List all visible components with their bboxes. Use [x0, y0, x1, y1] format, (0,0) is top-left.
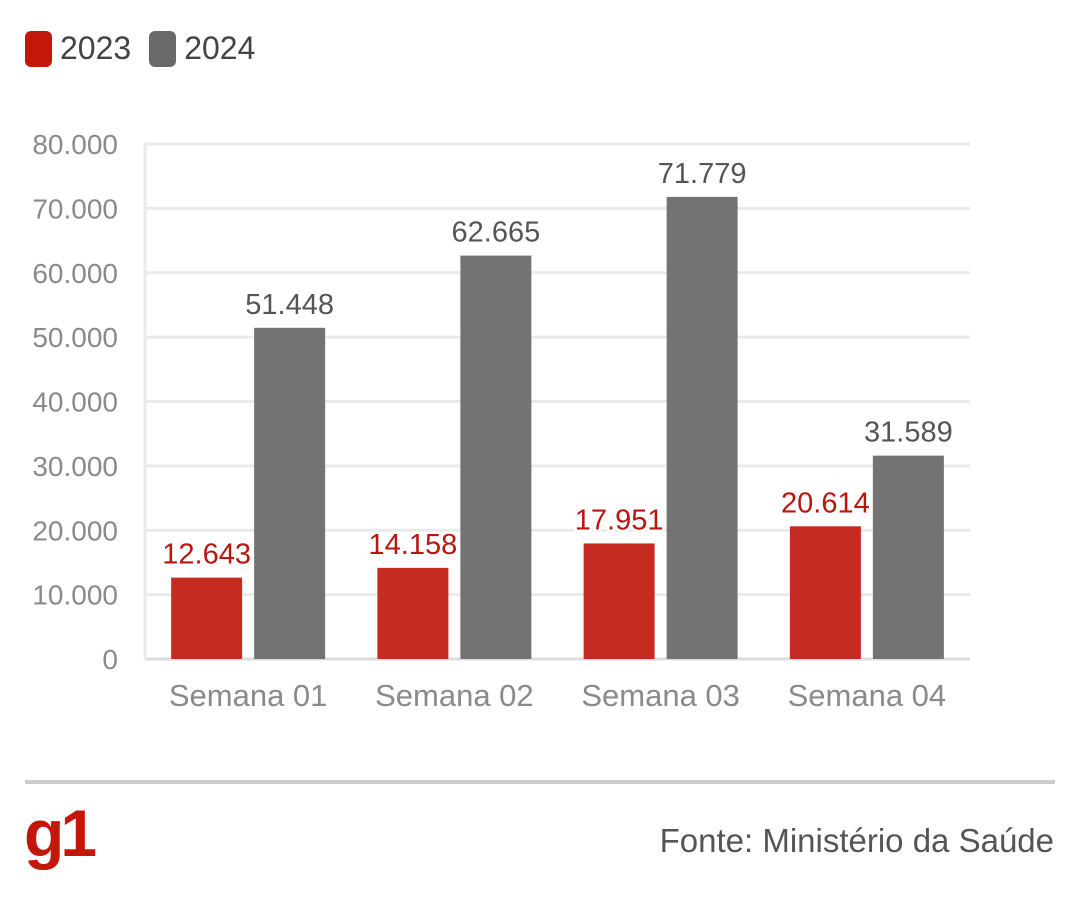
- bar-chart: 0 10.000 20.000 30.000 40.000 50.000 60.000 70.…: [32, 129, 970, 713]
- legend-label-2023: 2023: [60, 30, 132, 66]
- legend-item-2024: 2024: [149, 30, 255, 67]
- y-tick-label: 80.000: [32, 129, 118, 160]
- bar-2024: [666, 196, 738, 660]
- y-tick-label: 0: [102, 644, 118, 675]
- data-label-2024: 31.589: [864, 417, 953, 449]
- legend-swatch-2023: [25, 30, 52, 67]
- y-tick-label: 70.000: [32, 193, 118, 224]
- y-tick-label: 20.000: [32, 515, 118, 546]
- y-tick-label: 10.000: [32, 580, 118, 611]
- data-label-2023: 20.614: [781, 487, 870, 519]
- g1-logo: g1: [24, 796, 97, 870]
- y-tick-label: 60.000: [32, 258, 118, 289]
- data-label-2024: 62.665: [452, 217, 541, 249]
- data-label-2023: 17.951: [575, 504, 664, 536]
- bar-2024: [460, 255, 532, 659]
- bar-2024: [872, 455, 944, 659]
- bar-2023: [171, 577, 243, 659]
- bar-2023: [789, 526, 861, 659]
- bar-2023: [583, 543, 655, 659]
- x-tick-label: Semana 03: [581, 678, 740, 713]
- y-tick-label: 30.000: [32, 451, 118, 482]
- bar-2023: [377, 567, 449, 659]
- y-tick-label: 50.000: [32, 322, 118, 353]
- data-label-2023: 14.158: [369, 529, 458, 561]
- bar-2024: [254, 327, 326, 659]
- footer-divider: [25, 780, 1055, 784]
- legend-swatch-2024: [149, 30, 177, 67]
- data-label-2024: 51.448: [245, 289, 334, 321]
- x-tick-label: Semana 02: [375, 678, 534, 713]
- chart-legend: 2023 2024: [25, 30, 273, 67]
- legend-label-2024: 2024: [184, 30, 256, 66]
- data-label-2023: 12.643: [162, 539, 251, 571]
- source-note: Fonte: Ministério da Saúde: [659, 822, 1054, 859]
- x-tick-label: Semana 04: [788, 678, 947, 713]
- legend-item-2023: 2023: [25, 30, 131, 67]
- x-tick-label: Semana 01: [169, 678, 328, 713]
- y-tick-label: 40.000: [32, 387, 118, 418]
- data-label-2024: 71.779: [658, 158, 747, 190]
